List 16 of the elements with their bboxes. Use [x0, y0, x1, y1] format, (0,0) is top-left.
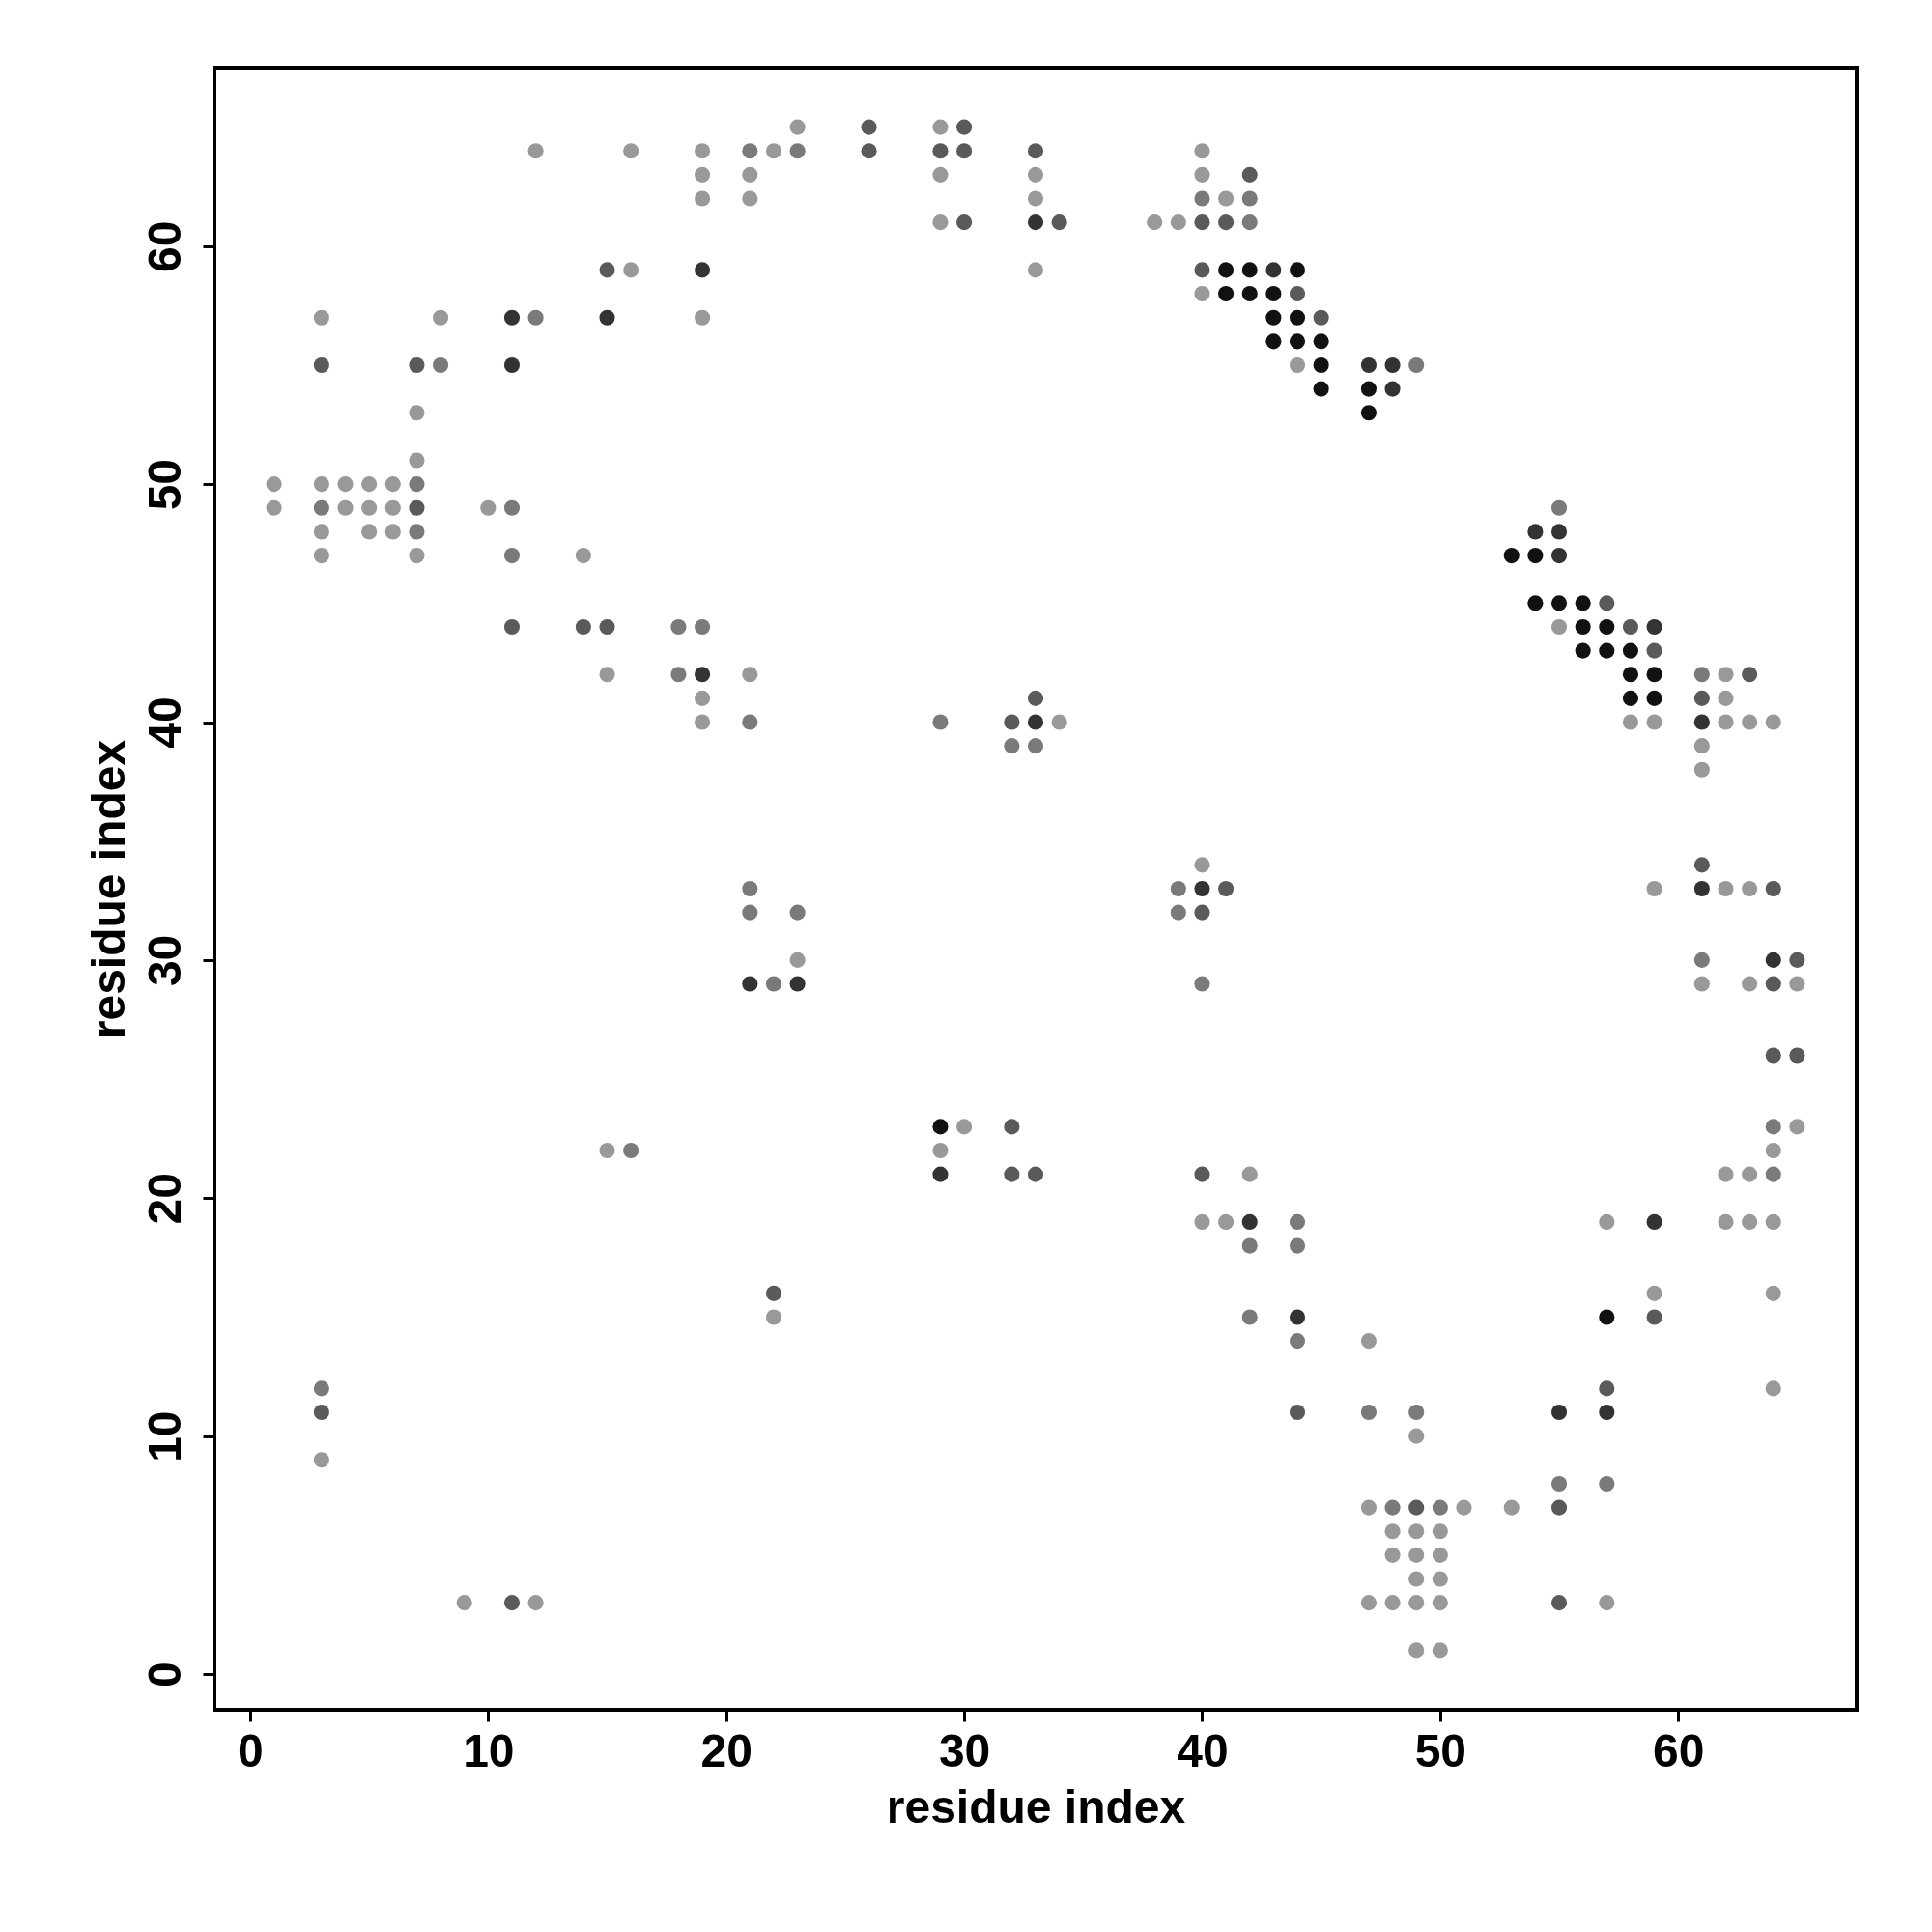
x-tick-label: 20 [700, 1724, 753, 1776]
x-tick-label: 0 [238, 1724, 264, 1776]
y-tick-label: 30 [138, 934, 190, 987]
x-tick-label: 60 [1653, 1724, 1705, 1776]
x-axis-title: residue index [886, 1780, 1186, 1833]
x-tick-label: 30 [938, 1724, 991, 1776]
y-tick-label: 60 [138, 220, 190, 272]
y-tick-label: 50 [138, 458, 190, 511]
y-tick-label: 0 [138, 1662, 190, 1688]
x-tick-label: 40 [1177, 1724, 1229, 1776]
x-tick-label: 10 [463, 1724, 515, 1776]
y-axis-title: residue index [82, 739, 134, 1039]
y-tick-label: 20 [138, 1173, 190, 1225]
y-tick-label: 40 [138, 696, 190, 749]
y-tick-label: 10 [138, 1410, 190, 1463]
x-tick-label: 50 [1414, 1724, 1467, 1776]
